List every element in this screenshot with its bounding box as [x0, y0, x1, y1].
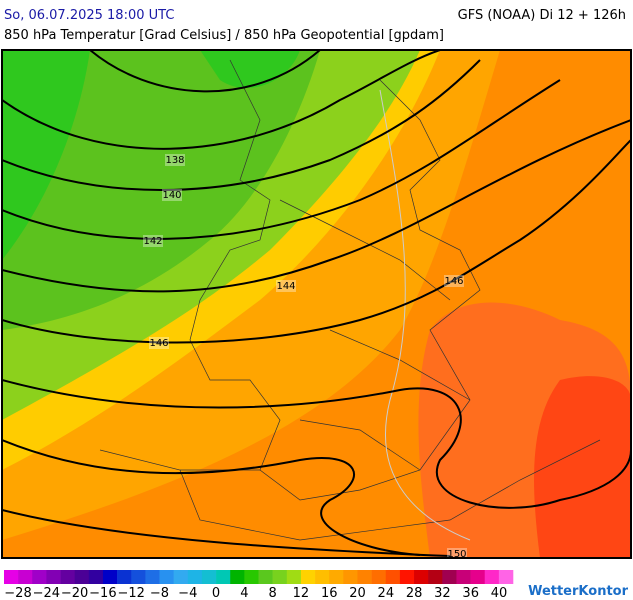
color-swatch — [442, 570, 457, 584]
color-swatch — [201, 570, 217, 584]
colorbar-label: 28 — [406, 586, 423, 600]
color-swatch — [371, 570, 387, 584]
contour-label-bg — [444, 275, 464, 287]
color-swatch — [216, 570, 231, 584]
colorbar-label: −20 — [61, 586, 88, 600]
contour-label: 146 — [149, 338, 168, 349]
colorbar-label: 20 — [349, 586, 366, 600]
color-swatch — [385, 570, 401, 584]
colorbar-label: 4 — [240, 586, 248, 600]
color-swatch — [131, 570, 146, 584]
brand: WetterKontor — [528, 584, 629, 599]
color-swatch — [498, 570, 514, 584]
datetime: So, 06.07.2025 18:00 UTC — [4, 8, 174, 23]
color-swatch — [428, 570, 443, 584]
contour-label: 144 — [276, 281, 295, 292]
color-swatch — [32, 570, 47, 584]
colorbar-label: −24 — [33, 586, 60, 600]
model-run: GFS (NOAA) Di 12 + 126h — [458, 8, 626, 23]
color-swatch — [343, 570, 358, 584]
colorbar-label: 24 — [378, 586, 395, 600]
color-swatch — [357, 570, 372, 584]
colorbar-label: 16 — [321, 586, 338, 600]
color-swatch — [230, 570, 245, 584]
color-swatch — [484, 570, 500, 584]
colorbar-label: 32 — [434, 586, 451, 600]
contour-label-bg — [165, 154, 185, 166]
contour-label: 142 — [143, 236, 162, 247]
map-frame — [1, 49, 632, 559]
isohypses — [2, 50, 631, 557]
color-swatch — [258, 570, 273, 584]
color-swatch — [88, 570, 104, 584]
color-swatch — [414, 570, 429, 584]
color-swatch — [159, 570, 174, 584]
color-swatch — [399, 570, 415, 584]
colorbar-label: 0 — [212, 586, 220, 600]
colorbar-label: 36 — [462, 586, 479, 600]
colorbar-label: −28 — [4, 586, 31, 600]
contour-label-bg — [143, 235, 163, 247]
color-swatch — [286, 570, 302, 584]
color-swatch — [74, 570, 90, 584]
colorbar: −28 −24 −20 −16 −12 −8 −4 0 4 8 12 16 20 24 28 32 36 40 — [4, 570, 514, 600]
color-swatch — [46, 570, 61, 584]
color-swatch — [60, 570, 75, 584]
colorbar-label: −16 — [89, 586, 116, 600]
color-swatch — [315, 570, 330, 584]
color-swatch — [470, 570, 486, 584]
color-swatch — [456, 570, 471, 584]
colorbar-label: 12 — [293, 586, 310, 600]
contour-label-bg — [149, 337, 169, 349]
colorbar-label: 40 — [491, 586, 508, 600]
color-swatch — [4, 570, 19, 584]
colorbar-label: −12 — [117, 586, 144, 600]
color-swatch — [244, 570, 259, 584]
color-swatch — [102, 570, 118, 584]
contour-label-bg — [276, 280, 296, 292]
color-swatch — [187, 570, 203, 584]
contour-label: 150 — [447, 549, 466, 560]
colorbar-label: −8 — [150, 586, 169, 600]
contour-label: 138 — [165, 155, 184, 166]
color-swatch — [300, 570, 316, 584]
color-swatch — [145, 570, 160, 584]
subtitle: 850 hPa Temperatur [Grad Celsius] / 850 … — [4, 28, 444, 43]
color-swatch — [329, 570, 344, 584]
contour-label: 146 — [444, 276, 463, 287]
contour-label-bg — [162, 189, 182, 201]
colorbar-label: 8 — [269, 586, 277, 600]
color-swatch — [18, 570, 33, 584]
colorbar-label: −4 — [178, 586, 197, 600]
color-swatch — [272, 570, 288, 584]
color-swatch — [173, 570, 189, 584]
contour-label: 140 — [162, 190, 181, 201]
map-fill — [2, 50, 631, 558]
color-swatch — [117, 570, 132, 584]
